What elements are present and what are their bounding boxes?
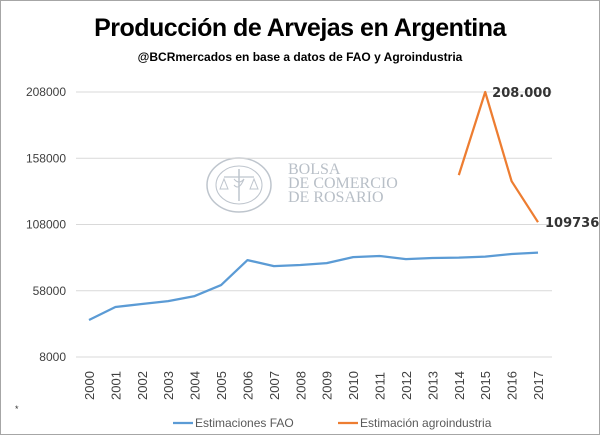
data-label: 208.000 bbox=[492, 86, 551, 101]
y-tick-label: 58000 bbox=[33, 284, 67, 298]
chart-subtitle: @BCRmercados en base a datos de FAO y Ag… bbox=[137, 50, 463, 64]
x-tick-label: 2005 bbox=[214, 371, 229, 400]
gridlines bbox=[76, 91, 552, 358]
x-tick-label: 2014 bbox=[452, 371, 467, 400]
x-tick-label: 2012 bbox=[399, 371, 414, 400]
x-tick-label: 2003 bbox=[161, 371, 176, 400]
watermark-line-1: BOLSA bbox=[288, 161, 341, 178]
x-tick-label: 2000 bbox=[82, 371, 97, 400]
legend-item-fao[interactable]: Estimaciones FAO bbox=[173, 416, 294, 430]
x-tick-label: 2010 bbox=[346, 371, 361, 400]
y-tick-label: 108000 bbox=[26, 218, 66, 232]
x-tick-label: 2016 bbox=[505, 371, 520, 400]
watermark-line-2: DE COMERCIO bbox=[288, 175, 398, 192]
data-label: 109736 bbox=[545, 216, 599, 231]
x-tick-label: 2002 bbox=[135, 371, 150, 400]
x-tick-label: 2001 bbox=[108, 371, 123, 400]
legend-item-agroindustria[interactable]: Estimación agroindustria bbox=[338, 416, 492, 430]
data-labels: 208.000 109736 bbox=[492, 86, 599, 231]
x-tick-label: 2017 bbox=[531, 371, 546, 400]
x-axis-ticks: 2000 2001 2002 2003 2004 2005 2006 2007 2008 2009… bbox=[82, 371, 546, 400]
watermark-line-3: DE ROSARIO bbox=[288, 189, 384, 206]
legend: Estimaciones FAO Estimación agroindustria bbox=[173, 416, 492, 430]
x-tick-label: 2009 bbox=[320, 371, 335, 400]
y-tick-label: 8000 bbox=[39, 350, 66, 364]
chart-title: Producción de Arvejas en Argentina bbox=[94, 14, 506, 42]
bcr-watermark-logo: BOLSA DE COMERCIO DE ROSARIO bbox=[204, 155, 444, 215]
x-tick-label: 2007 bbox=[267, 371, 282, 400]
legend-label: Estimaciones FAO bbox=[195, 416, 294, 430]
x-tick-label: 2008 bbox=[293, 371, 308, 400]
legend-label: Estimación agroindustria bbox=[360, 416, 492, 430]
x-tick-label: 2015 bbox=[478, 371, 493, 400]
y-tick-label: 208000 bbox=[26, 85, 66, 99]
series-line-fao bbox=[88, 251, 539, 322]
x-tick-label: 2011 bbox=[373, 372, 388, 400]
y-axis-ticks: 8000 58000 108000 158000 208000 bbox=[26, 85, 66, 364]
y-tick-label: 158000 bbox=[26, 151, 66, 165]
series-lines bbox=[88, 90, 539, 322]
x-tick-label: 2004 bbox=[188, 371, 203, 400]
series-line-agroindustria bbox=[457, 90, 539, 223]
x-tick-label: 2013 bbox=[425, 371, 440, 400]
footnote-marker: * bbox=[15, 404, 19, 414]
x-tick-label: 2006 bbox=[240, 371, 255, 400]
